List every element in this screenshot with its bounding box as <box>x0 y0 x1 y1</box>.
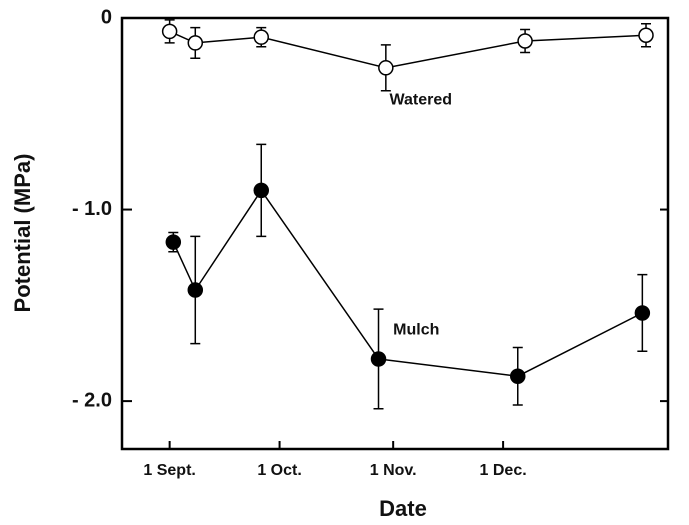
marker <box>165 234 182 250</box>
x-tick-label: 1 Nov. <box>370 462 417 479</box>
marker <box>187 35 204 51</box>
marker <box>638 27 654 43</box>
y-tick-label: 0 <box>101 6 112 28</box>
annotation: Mulch <box>393 321 439 338</box>
marker <box>187 282 204 298</box>
marker <box>253 182 269 199</box>
y-tick-label: - 2.0 <box>72 389 112 411</box>
x-tick-label: 1 Oct. <box>257 462 301 479</box>
x-tick-label: 1 Sept. <box>143 462 195 479</box>
y-axis-label: Potential (MPa) <box>10 154 35 313</box>
plot-frame <box>120 16 670 451</box>
marker <box>253 29 269 45</box>
x-tick-label: 1 Dec. <box>480 462 527 479</box>
marker <box>161 23 178 40</box>
y-tick-label: - 1.0 <box>72 198 112 220</box>
series-line <box>172 189 643 377</box>
series-line <box>169 30 647 69</box>
marker <box>634 305 651 321</box>
annotation: Watered <box>390 92 453 109</box>
marker <box>517 33 533 49</box>
x-axis-label: Date <box>379 496 427 521</box>
marker <box>378 60 394 76</box>
marker <box>510 368 526 384</box>
marker <box>370 351 387 367</box>
